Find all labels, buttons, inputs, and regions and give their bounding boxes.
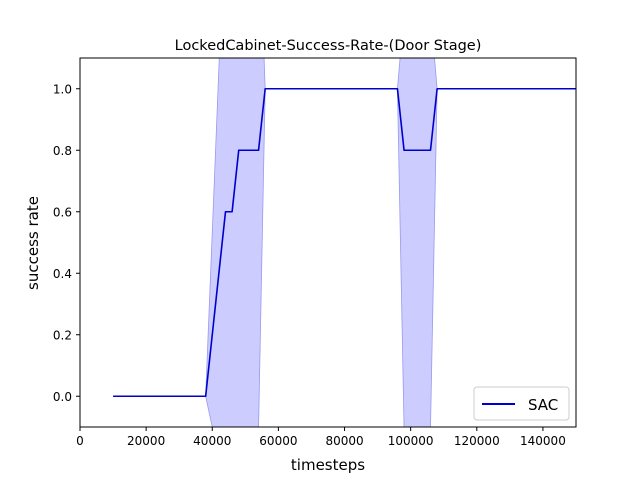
chart-title: LockedCabinet-Success-Rate-(Door Stage)	[175, 38, 482, 54]
legend: SAC	[473, 386, 570, 421]
x-axis-label: timesteps	[291, 456, 365, 474]
y-tick-label: 0.6	[53, 205, 72, 219]
series-band-sac	[113, 58, 576, 427]
y-tick-label: 0.2	[53, 328, 72, 342]
x-tick-label: 80000	[325, 434, 363, 448]
y-tick-label: 0.8	[53, 144, 72, 158]
legend-label-sac: SAC	[528, 396, 558, 414]
series-line-sac	[113, 87, 576, 398]
x-tick-label: 20000	[127, 434, 165, 448]
x-tick-label: 100000	[388, 434, 434, 448]
y-tick-label: 1.0	[53, 82, 72, 96]
y-tick-label: 0.4	[53, 267, 72, 281]
x-tick-label: 0	[76, 434, 84, 448]
legend-box	[473, 386, 570, 421]
x-tick-label: 120000	[454, 434, 500, 448]
x-tick-label: 40000	[193, 434, 231, 448]
plot-frame	[79, 57, 577, 428]
y-axis-label: success rate	[24, 196, 42, 290]
x-tick-label: 60000	[259, 434, 297, 448]
x-tick-label: 140000	[520, 434, 566, 448]
y-tick-label: 0.0	[53, 390, 72, 404]
